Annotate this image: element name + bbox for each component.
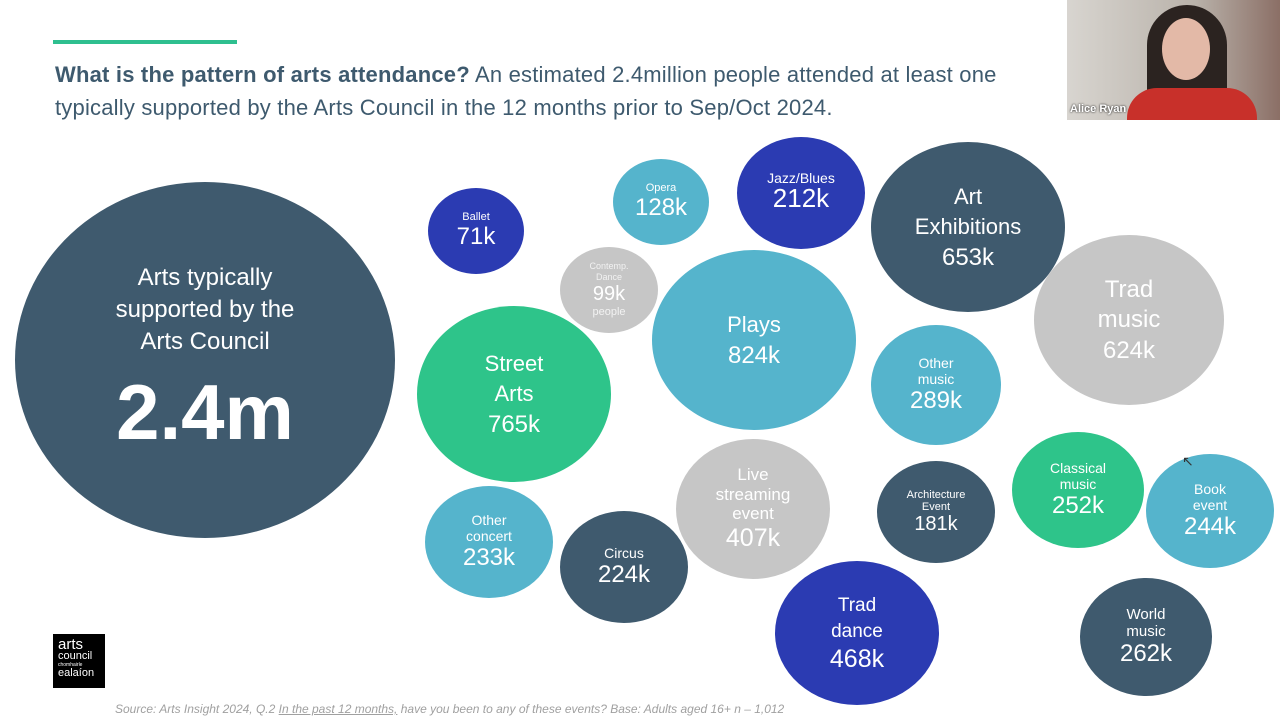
bubble-value: 212k [772,183,830,214]
bubble-live-streaming: Live streaming event 407k [676,439,830,579]
participant-shirt [1127,88,1257,120]
bubble-value: 2.4m [116,368,294,457]
bubble-jazz-blues: Jazz/Blues 212k [737,137,865,249]
bubble-value: 99k [592,283,626,306]
slide-headline: What is the pattern of arts attendance? … [55,58,1065,124]
bubble-other-concert: Other concert 233k [425,486,553,598]
mouse-cursor-icon: ↖ [1182,453,1194,469]
bubble-label: Contemp. Dance [589,261,629,283]
bubble-world-music: World music 262k [1080,578,1212,696]
bubble-label: Arts typically supported by the Arts Cou… [115,264,295,356]
bubble-label: Street Arts [484,351,544,407]
bubble-label: Live streaming event [715,465,791,524]
bubble-label: Jazz/Blues [767,170,835,187]
bubble-trad-music: Trad music 624k [1034,235,1224,405]
bubble-ballet: Ballet 71k [428,188,524,274]
bubble-label: Architecture Event [906,488,966,513]
bubble-label: Other concert [466,512,512,545]
bubble-value: 624k [1102,337,1156,365]
bubble-value: 233k [462,544,516,572]
bubble-total: Arts typically supported by the Arts Cou… [15,182,395,538]
bubble-plays: Plays 824k [652,250,856,430]
bubble-classical-music: Classical music 252k [1012,432,1144,548]
headline-question: What is the pattern of arts attendance? [55,62,470,87]
participant-face [1162,18,1210,80]
bubble-label: Art Exhibitions [914,184,1022,240]
bubble-value: 468k [829,644,885,673]
headline-text: An estimated 2.4million people attended … [55,62,997,120]
bubble-value: 181k [914,512,958,535]
bubble-value: 653k [941,244,995,272]
bubble-opera: Opera 128k [613,159,709,245]
logo-text: arts [58,636,84,653]
bubble-value: 262k [1119,640,1173,668]
accent-bar [53,40,237,44]
bubble-trad-dance: Trad dance 468k [775,561,939,705]
arts-council-logo: arts council chomhairle ealaíon [53,634,105,688]
bubble-label: Classical music [1049,460,1106,493]
bubble-value: 824k [727,342,781,370]
source-note: Source: Arts Insight 2024, Q.2 In the pa… [115,702,784,716]
video-participant-tile[interactable]: Alice Ryan [1067,0,1280,120]
bubble-value: 252k [1051,492,1105,520]
logo-text: ealaíon [58,667,95,679]
bubble-value: 224k [597,561,651,589]
bubble-art-exhibitions: Art Exhibitions 653k [871,142,1065,312]
bubble-value: 71k [456,223,496,251]
bubble-label: Opera [645,182,677,195]
bubble-sub: people [592,306,626,319]
logo-text: council [58,650,93,662]
bubble-value: 289k [909,387,963,415]
bubble-value: 407k [725,523,781,552]
bubble-circus: Circus 224k [560,511,688,623]
logo-text: chomhairle [58,662,83,668]
source-underlined: In the past 12 months, [278,702,398,716]
bubble-label: Circus [604,545,644,562]
bubble-label: Ballet [462,211,490,224]
bubble-book-event: Book event 244k [1146,454,1274,568]
bubble-label: Trad dance [831,594,883,642]
bubble-architecture: Architecture Event 181k [877,461,995,563]
bubble-street-arts: Street Arts 765k [417,306,611,482]
bubble-contemp-dance: Contemp. Dance 99k people [560,247,658,333]
bubble-label: Plays [727,312,781,338]
bubble-label: World music [1126,605,1166,641]
source-text: Source: Arts Insight 2024, Q.2 [115,702,279,716]
participant-name: Alice Ryan [1070,103,1127,115]
bubble-value: 765k [487,411,541,439]
bubble-other-music: Other music 289k [871,325,1001,445]
bubble-value: 128k [634,194,688,222]
bubble-label: Book event [1192,481,1228,514]
bubble-value: 244k [1183,513,1237,541]
source-text: have you been to any of these events? Ba… [397,702,785,716]
bubble-label: Trad music [1097,276,1161,334]
bubble-label: Other music [917,355,955,388]
